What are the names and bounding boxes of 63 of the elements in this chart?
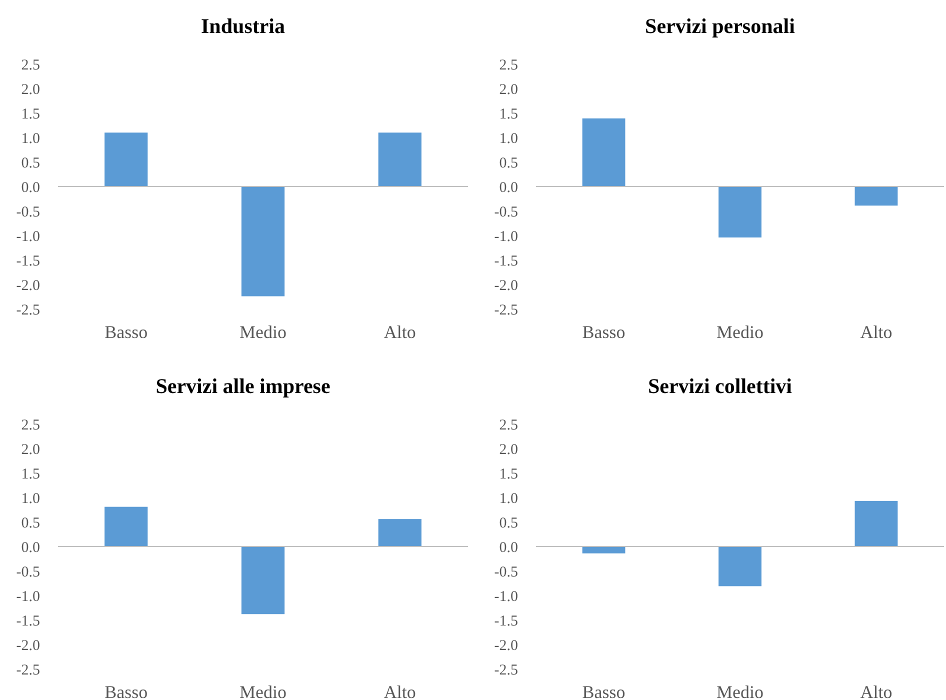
y-tick-label: 1.5 bbox=[499, 106, 518, 122]
y-tick-label: -1.0 bbox=[494, 228, 518, 245]
y-tick-label: 2.0 bbox=[21, 82, 40, 98]
x-tick-label: Basso bbox=[582, 322, 626, 342]
y-tick-label: -1.5 bbox=[494, 613, 518, 630]
x-tick-label: Alto bbox=[860, 682, 892, 700]
x-tick-label: Basso bbox=[104, 682, 148, 700]
x-tick-label: Alto bbox=[384, 682, 416, 700]
x-tick-label: Medio bbox=[716, 682, 764, 700]
y-tick-label: 2.5 bbox=[499, 417, 518, 434]
y-tick-label: -0.5 bbox=[494, 564, 518, 580]
y-tick-label: 1.0 bbox=[21, 490, 40, 507]
bar bbox=[378, 519, 422, 546]
y-tick-label: 2.5 bbox=[21, 417, 40, 434]
chart-title: Servizi collettivi bbox=[648, 374, 792, 398]
y-tick-label: -2.5 bbox=[16, 662, 40, 678]
y-tick-label: -0.5 bbox=[16, 204, 40, 220]
y-tick-label: -0.5 bbox=[494, 204, 518, 220]
y-tick-label: -2.0 bbox=[494, 278, 518, 294]
x-tick-label: Basso bbox=[582, 682, 626, 700]
y-tick-label: -1.5 bbox=[16, 613, 40, 630]
y-tick-label: -1.0 bbox=[16, 588, 40, 605]
y-tick-label: -2.0 bbox=[494, 638, 518, 654]
x-tick-label: Alto bbox=[860, 322, 892, 342]
y-tick-label: -2.0 bbox=[16, 278, 40, 294]
y-tick-label: 1.0 bbox=[21, 130, 40, 147]
y-tick-label: -2.5 bbox=[16, 302, 40, 318]
x-tick-label: Alto bbox=[384, 322, 416, 342]
chart-title: Servizi personali bbox=[645, 14, 796, 38]
x-tick-label: Medio bbox=[716, 322, 764, 342]
y-tick-label: 1.5 bbox=[21, 106, 40, 122]
y-tick-label: -2.0 bbox=[16, 638, 40, 654]
y-tick-label: -0.5 bbox=[16, 564, 40, 580]
y-tick-label: 0.5 bbox=[499, 155, 518, 172]
y-tick-label: -1.0 bbox=[16, 228, 40, 245]
y-tick-label: -1.0 bbox=[494, 588, 518, 605]
chart-title: Servizi alle imprese bbox=[156, 374, 330, 398]
y-tick-label: 2.5 bbox=[499, 57, 518, 74]
y-tick-label: -2.5 bbox=[494, 302, 518, 318]
y-tick-label: 1.0 bbox=[499, 130, 518, 147]
y-tick-label: 0.0 bbox=[499, 180, 518, 196]
y-tick-label: 2.0 bbox=[21, 442, 40, 458]
y-tick-label: 1.0 bbox=[499, 490, 518, 507]
y-tick-label: -2.5 bbox=[494, 662, 518, 678]
bar bbox=[104, 506, 148, 546]
y-tick-label: -1.5 bbox=[494, 253, 518, 270]
y-tick-label: -1.5 bbox=[16, 253, 40, 270]
x-tick-label: Medio bbox=[240, 322, 286, 342]
y-tick-label: 2.5 bbox=[21, 57, 40, 74]
bar bbox=[241, 546, 285, 614]
chart-title: Industria bbox=[200, 14, 286, 38]
y-tick-label: 0.0 bbox=[499, 540, 518, 556]
y-tick-label: 2.0 bbox=[499, 82, 518, 98]
y-tick-label: 1.5 bbox=[21, 466, 40, 482]
y-tick-label: 2.0 bbox=[499, 442, 518, 458]
y-tick-label: 0.0 bbox=[21, 540, 40, 556]
y-tick-label: 0.5 bbox=[21, 155, 40, 172]
y-tick-label: 0.0 bbox=[21, 180, 40, 196]
x-tick-label: Basso bbox=[104, 322, 148, 342]
y-tick-label: 0.5 bbox=[21, 515, 40, 532]
y-tick-label: 0.5 bbox=[499, 515, 518, 532]
x-tick-label: Medio bbox=[240, 682, 286, 700]
y-tick-label: 1.5 bbox=[499, 466, 518, 482]
